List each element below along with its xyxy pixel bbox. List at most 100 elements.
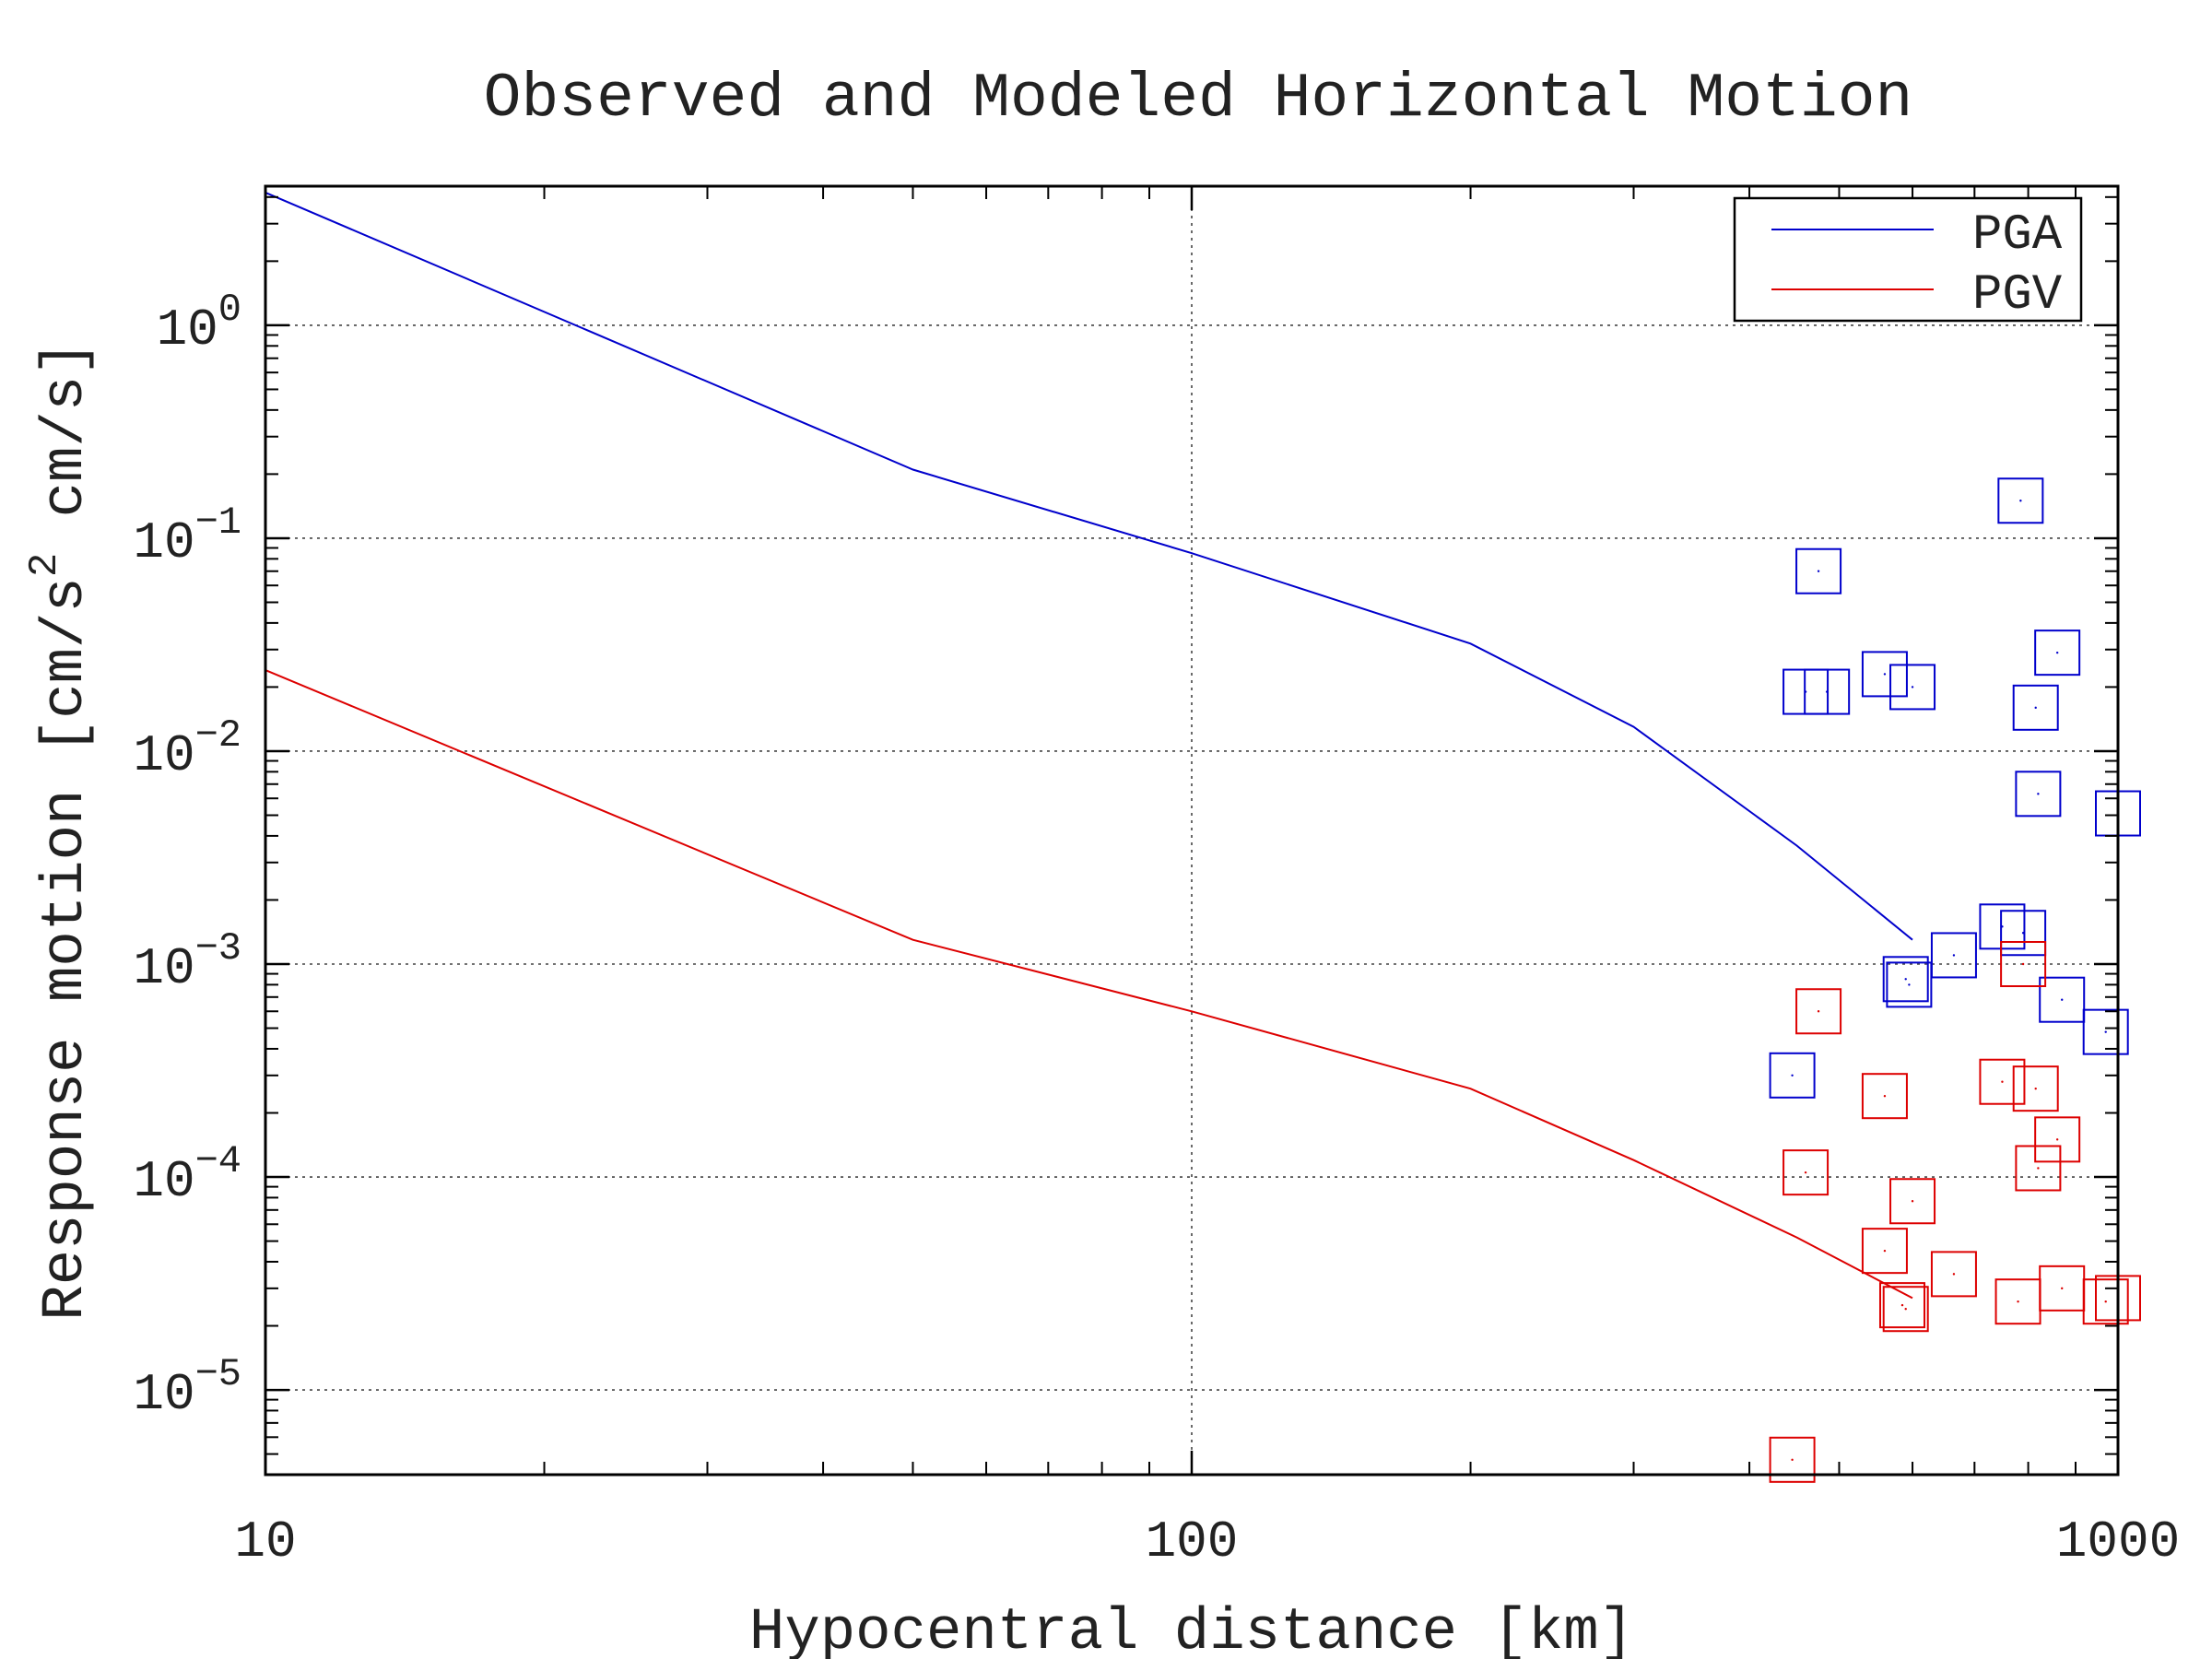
marker-center-pga <box>2055 651 2059 654</box>
y-tick-label: 10−3 <box>133 926 241 998</box>
marker-pga <box>2034 629 2081 677</box>
marker-center-pgv <box>2001 1080 2004 1083</box>
y-tick-label-exponent: −5 <box>195 1352 241 1396</box>
marker-center-pga <box>1804 690 1807 693</box>
axis-ticks <box>264 186 2120 1475</box>
marker-center-pga <box>2034 706 2037 710</box>
y-tick-label: 10−4 <box>133 1139 241 1211</box>
marker-center-pgv <box>1911 1200 1914 1203</box>
marker-pga <box>2082 1008 2129 1055</box>
x-tick-label: 1000 <box>2056 1512 2180 1571</box>
marker-center-pgv <box>2055 1138 2059 1141</box>
marker-center-pga <box>1904 978 1907 981</box>
marker-pgv <box>2082 1278 2129 1325</box>
y-tick-label: 10−1 <box>133 500 241 572</box>
marker-pgv <box>1994 1278 2041 1325</box>
x-tick-label: 10 <box>234 1512 296 1571</box>
marker-pga <box>1930 932 1977 979</box>
marker-center-pgv <box>2034 1087 2037 1090</box>
y-tick-label: 10−2 <box>133 713 241 785</box>
marker-pga <box>2012 684 2059 731</box>
marker-center-pgv <box>1817 1010 1820 1013</box>
model-lines <box>265 191 1913 1300</box>
chart-title: Observed and Modeled Horizontal Motion <box>484 64 1913 135</box>
marker-center-pga <box>2037 793 2040 795</box>
marker-center-pga <box>2019 500 2022 502</box>
y-tick-label: 100 <box>157 288 241 359</box>
marker-pga <box>1861 651 1908 698</box>
marker-center-pgv <box>1804 1171 1807 1174</box>
marker-pga <box>1783 668 1830 715</box>
series-line-pgv <box>265 669 1913 1300</box>
marker-center-pgv <box>1883 1094 1887 1098</box>
marker-pgv <box>1861 1073 1908 1120</box>
y-tick-label-exponent: 0 <box>218 288 241 332</box>
series-line-pga <box>265 191 1913 941</box>
marker-pga <box>1889 664 1936 711</box>
marker-pga <box>2000 910 2047 957</box>
marker-pga <box>1886 961 1933 1008</box>
marker-pgv <box>1783 1149 1830 1196</box>
observed-markers <box>1769 477 2141 1483</box>
marker-center-pgv <box>2021 962 2025 966</box>
marker-center-pgv <box>1883 1249 1887 1253</box>
marker-center-pga <box>1952 954 1956 957</box>
y-tick-label-exponent: −2 <box>195 713 241 758</box>
marker-pga <box>1769 1052 1816 1099</box>
marker-center-pga <box>1908 983 1911 986</box>
x-tick-label: 100 <box>1146 1512 1239 1571</box>
marker-pga <box>1979 903 2026 950</box>
marker-pgv <box>2012 1065 2059 1112</box>
marker-pgv <box>1878 1282 1925 1329</box>
marker-center-pga <box>1911 686 1914 688</box>
y-tick-label-base: 10 <box>157 300 218 359</box>
marker-pga <box>2039 976 2086 1023</box>
legend-label-pgv: PGV <box>1972 267 2063 324</box>
marker-center-pga <box>2104 1030 2107 1033</box>
y-tick-label-base: 10 <box>133 939 194 998</box>
y-tick-label-base: 10 <box>133 1152 194 1211</box>
marker-pgv <box>1861 1228 1908 1275</box>
y-tick-label-base: 10 <box>133 726 194 785</box>
marker-pga <box>1795 547 1842 594</box>
x-axis-label: Hypocentral distance [km] <box>749 1600 1634 1659</box>
y-tick-label-exponent: −4 <box>195 1139 241 1183</box>
y-axis-label-prefix: Response motion [cm/s <box>33 577 100 1321</box>
marker-pgv <box>1889 1178 1936 1225</box>
marker-pga <box>2015 771 2062 818</box>
marker-pgv <box>1979 1058 2026 1105</box>
marker-center-pga <box>1883 673 1887 676</box>
marker-center-pga <box>2021 932 2025 935</box>
x-tick-labels: 10 100 1000 <box>234 1512 2180 1571</box>
marker-pgv <box>2034 1116 2081 1163</box>
marker-center-pga <box>1817 570 1820 572</box>
y-tick-label-exponent: −3 <box>195 926 241 971</box>
marker-pgv <box>1882 1286 1929 1333</box>
y-axis-label-sup: 2 <box>22 553 68 577</box>
marker-center-pgv <box>2017 1300 2019 1303</box>
marker-center-pgv <box>2061 1287 2064 1290</box>
marker-pgv <box>1769 1436 1816 1483</box>
marker-pga <box>1882 956 1929 1003</box>
marker-pgv <box>2015 1145 2062 1192</box>
legend-label-pga: PGA <box>1972 207 2063 264</box>
grid-lines <box>265 186 2118 1475</box>
y-tick-label-exponent: −1 <box>195 500 241 545</box>
marker-pgv <box>2000 941 2047 988</box>
marker-pgv <box>1795 988 1842 1035</box>
marker-center-pgv <box>1952 1273 1956 1276</box>
legend: PGA PGV <box>1733 196 2083 324</box>
y-axis-label: Response motion [cm/s2 cm/s] <box>22 340 100 1320</box>
marker-center-pgv <box>1904 1308 1907 1311</box>
y-tick-label-base: 10 <box>133 1365 194 1424</box>
y-tick-label-base: 10 <box>133 513 194 572</box>
marker-pga <box>1997 477 2044 524</box>
legend-box <box>1733 196 2083 323</box>
marker-pgv <box>1930 1251 1977 1298</box>
marker-center-pga <box>1791 1074 1794 1077</box>
marker-center-pgv <box>1791 1458 1794 1462</box>
marker-center-pgv <box>1900 1303 1904 1307</box>
marker-center-pgv <box>2037 1167 2040 1170</box>
